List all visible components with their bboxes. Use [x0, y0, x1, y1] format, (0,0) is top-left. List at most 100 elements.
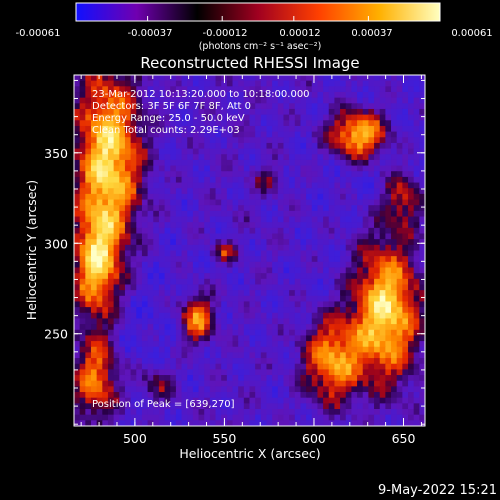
heatmap-cell [107, 108, 115, 116]
heatmap-cell [221, 380, 228, 387]
heatmap-cell [283, 120, 290, 127]
heatmap-cell [85, 295, 92, 303]
heatmap-cell [328, 346, 336, 353]
heatmap-cell [351, 182, 358, 189]
heatmap-cell [255, 261, 262, 269]
heatmap-cell [402, 137, 409, 144]
heatmap-cell [102, 363, 109, 370]
y-tick-label: 250 [44, 327, 68, 342]
heatmap-cell [107, 137, 115, 144]
heatmap-cell [266, 312, 273, 320]
heatmap-cell [130, 222, 137, 229]
heatmap-cell [345, 97, 352, 104]
heatmap-cell [187, 171, 194, 178]
heatmap-cell [119, 193, 126, 201]
heatmap-cell [385, 414, 392, 421]
heatmap-cell [141, 148, 149, 155]
heatmap-cell [243, 414, 251, 421]
heatmap-cell [153, 346, 160, 353]
heatmap-cell [249, 159, 256, 167]
heatmap-cell [74, 324, 81, 331]
colorbar-ticks: -0.00061 -0.00037 -0.00012 0.00012 0.00037 0.… [16, 16, 493, 39]
heatmap-cell [413, 114, 420, 121]
heatmap-cell [243, 256, 251, 263]
heatmap-cell [408, 278, 415, 286]
heatmap-cell [379, 284, 386, 291]
heatmap-cell [351, 301, 358, 308]
heatmap-cell [402, 278, 409, 286]
heatmap-cell [408, 324, 415, 331]
heatmap-cell [113, 159, 120, 167]
heatmap-cell [249, 290, 256, 297]
heatmap-cell [102, 131, 109, 138]
heatmap-cell [181, 295, 188, 303]
heatmap-cell [136, 137, 143, 144]
heatmap-cell [147, 142, 154, 150]
heatmap-cell [192, 199, 200, 206]
heatmap-cell [90, 290, 98, 297]
plot-frame [73, 74, 426, 427]
heatmap-cell [255, 278, 262, 286]
heatmap-cell [147, 114, 154, 121]
heatmap-cell [175, 392, 183, 399]
heatmap-cell [119, 329, 126, 337]
heatmap-cell [283, 346, 290, 353]
heatmap-cell [130, 312, 137, 320]
heatmap-cell [215, 375, 222, 382]
heatmap-cell [232, 125, 239, 133]
heatmap-cell [396, 318, 403, 325]
heatmap-cell [204, 380, 211, 387]
heatmap-cell [238, 142, 245, 150]
heatmap-cell [147, 137, 154, 144]
heatmap-cell [379, 358, 386, 365]
heatmap-cell [153, 284, 160, 291]
heatmap-cell [130, 261, 137, 269]
heatmap-cell [334, 267, 341, 274]
heatmap-cell [181, 222, 188, 229]
heatmap-cell [226, 256, 234, 263]
heatmap-cell [147, 131, 154, 138]
heatmap-cell [96, 216, 103, 223]
heatmap-cell [255, 420, 262, 426]
heatmap-cell [85, 278, 92, 286]
heatmap-cell [192, 392, 200, 399]
heatmap-cell [351, 159, 358, 167]
heatmap-cell [232, 131, 239, 138]
heatmap-cell [294, 420, 302, 426]
heatmap-cell [340, 193, 347, 201]
heatmap-cell [215, 301, 222, 308]
heatmap-cell [391, 120, 398, 127]
heatmap-cell [340, 312, 347, 320]
heatmap-cell [96, 239, 103, 246]
heatmap-cell [351, 278, 358, 286]
heatmap-cell [198, 358, 205, 365]
heatmap-cell [328, 205, 336, 212]
heatmap-cell [391, 250, 398, 257]
heatmap-cell [102, 295, 109, 303]
heatmap-cell [187, 278, 194, 286]
heatmap-cell [153, 210, 160, 218]
heatmap-cell [243, 295, 251, 303]
heatmap-cell [79, 403, 86, 410]
heatmap-cell [374, 324, 381, 331]
heatmap-cell [255, 414, 262, 421]
heatmap-cell [198, 159, 205, 167]
heatmap-cell [311, 148, 319, 155]
heatmap-cell [391, 295, 398, 303]
heatmap-cell [198, 176, 205, 184]
heatmap-cell [130, 329, 137, 337]
heatmap-cell [345, 193, 352, 201]
heatmap-cell [170, 397, 177, 404]
heatmap-cell [317, 131, 324, 138]
heatmap-cell [221, 210, 228, 218]
heatmap-cell [374, 216, 381, 223]
heatmap-cell [362, 369, 369, 376]
heatmap-cell [317, 250, 324, 257]
heatmap-cell [362, 290, 369, 297]
heatmap-cell [317, 91, 324, 99]
heatmap-cell [283, 125, 290, 133]
heatmap-cell [136, 386, 143, 393]
heatmap-cell [243, 182, 251, 189]
heatmap-cell [362, 199, 369, 206]
heatmap-cell [209, 301, 217, 308]
